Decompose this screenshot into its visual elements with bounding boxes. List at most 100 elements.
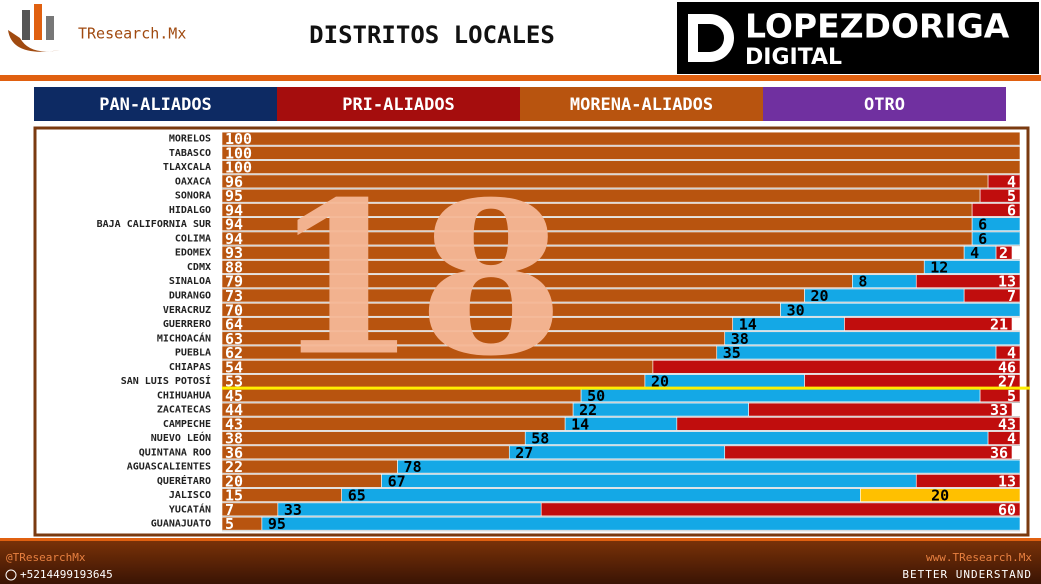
bar-segment [508, 445, 726, 460]
value-label: 88 [225, 258, 243, 276]
value-label: 62 [225, 344, 243, 362]
value-label: 14 [571, 415, 589, 433]
y-tick-label: EDOMEX [175, 248, 211, 259]
bar-segment [221, 160, 1021, 174]
bar-segment [221, 402, 574, 417]
bar-segment [724, 445, 1013, 460]
value-label: 33 [284, 501, 302, 519]
bar-segment [724, 331, 1021, 346]
value-label: 54 [225, 358, 243, 376]
bar-segment [652, 359, 1021, 374]
value-label: 93 [225, 244, 243, 262]
footer-handle: @TResearchMx [6, 551, 86, 564]
bar-segment [277, 502, 542, 517]
value-label: 27 [515, 444, 533, 462]
footer-site: www.TResearch.Mx [926, 551, 1032, 564]
value-label: 95 [268, 515, 286, 533]
value-label: 20 [651, 373, 669, 391]
bar-segment [381, 474, 917, 488]
legend-swatch [763, 87, 1006, 121]
value-label: 94 [225, 201, 243, 219]
value-label: 60 [998, 501, 1016, 519]
value-label: 38 [731, 330, 749, 348]
value-label: 5 [225, 515, 234, 533]
y-tick-label: CHIAPAS [169, 362, 211, 373]
legend-swatch [277, 87, 520, 121]
media-icon [688, 14, 734, 62]
value-label: 20 [811, 287, 829, 305]
value-label: 4 [970, 244, 979, 262]
value-label: 78 [404, 458, 422, 476]
bar-segment [971, 203, 1021, 217]
value-label: 14 [739, 316, 757, 334]
value-label: 6 [978, 230, 987, 248]
value-label: 21 [990, 316, 1008, 334]
bar-segment [716, 345, 997, 360]
bar-segment [221, 445, 510, 460]
bar-segment [860, 488, 1021, 502]
value-label: 20 [931, 487, 949, 505]
bar-segment [915, 274, 1021, 289]
value-label: 4 [1007, 344, 1016, 362]
y-tick-label: CAMPECHE [163, 419, 211, 430]
value-label: 27 [998, 373, 1016, 391]
value-label: 30 [787, 301, 805, 319]
value-label: 6 [1007, 201, 1016, 219]
value-label: 12 [930, 258, 948, 276]
value-label: 22 [225, 458, 243, 476]
y-tick-label: BAJA CALIFORNIA SUR [97, 219, 212, 230]
bar-segment [971, 217, 1021, 231]
bar-segment [915, 474, 1021, 488]
bar-segment [963, 288, 1021, 303]
y-tick-label: PUEBLA [175, 348, 211, 359]
y-tick-label: YUCATÁN [169, 502, 211, 515]
bar-segment [221, 146, 1021, 160]
value-label: 79 [225, 273, 243, 291]
bar-segment [341, 488, 861, 502]
value-label: 67 [388, 472, 406, 490]
value-label: 22 [579, 401, 597, 419]
bar-segment [963, 245, 997, 260]
bar-segment [987, 431, 1021, 445]
footer-bg [0, 540, 1041, 584]
bar-segment [995, 345, 1021, 360]
y-tick-label: HIDALGO [169, 205, 211, 216]
bar-segment [748, 402, 1013, 417]
value-label: 100 [225, 130, 252, 148]
value-label: 100 [225, 159, 252, 177]
value-label: 4 [1007, 430, 1016, 448]
y-tick-label: COLIMA [175, 233, 211, 244]
value-label: 94 [225, 216, 243, 234]
value-label: 13 [998, 273, 1016, 291]
value-label: 36 [225, 444, 243, 462]
y-tick-label: TABASCO [169, 148, 211, 159]
y-tick-label: JALISCO [169, 490, 211, 501]
y-tick-label: TLAXCALA [163, 162, 211, 173]
y-tick-label: SAN LUIS POTOSÍ [121, 374, 211, 387]
header-rule [0, 75, 1041, 81]
bar-segment [676, 417, 1021, 431]
value-label: 70 [225, 301, 243, 319]
value-label: 63 [225, 330, 243, 348]
bar-segment [221, 417, 566, 431]
y-tick-label: AGUASCALIENTES [127, 462, 211, 473]
legend-label: PAN-ALIADOS [99, 95, 212, 115]
y-tick-label: VERACRUZ [163, 305, 211, 316]
value-label: 6 [978, 216, 987, 234]
value-label: 7 [1007, 287, 1016, 305]
y-tick-label: MICHOACÁN [157, 331, 211, 344]
value-label: 15 [225, 487, 243, 505]
value-label: 94 [225, 230, 243, 248]
page-title: DISTRITOS LOCALES [309, 21, 555, 49]
value-label: 73 [225, 287, 243, 305]
bar-segment [844, 317, 1013, 331]
footer-phone: +5214499193645 [20, 568, 113, 581]
bar-segment [580, 388, 981, 403]
phone-icon [5, 569, 17, 581]
bar-segment [971, 231, 1021, 246]
legend-label: PRI-ALIADOS [342, 95, 455, 115]
value-label: 8 [858, 273, 867, 291]
value-label: 95 [225, 187, 243, 205]
y-tick-label: QUERÉTARO [157, 474, 211, 487]
